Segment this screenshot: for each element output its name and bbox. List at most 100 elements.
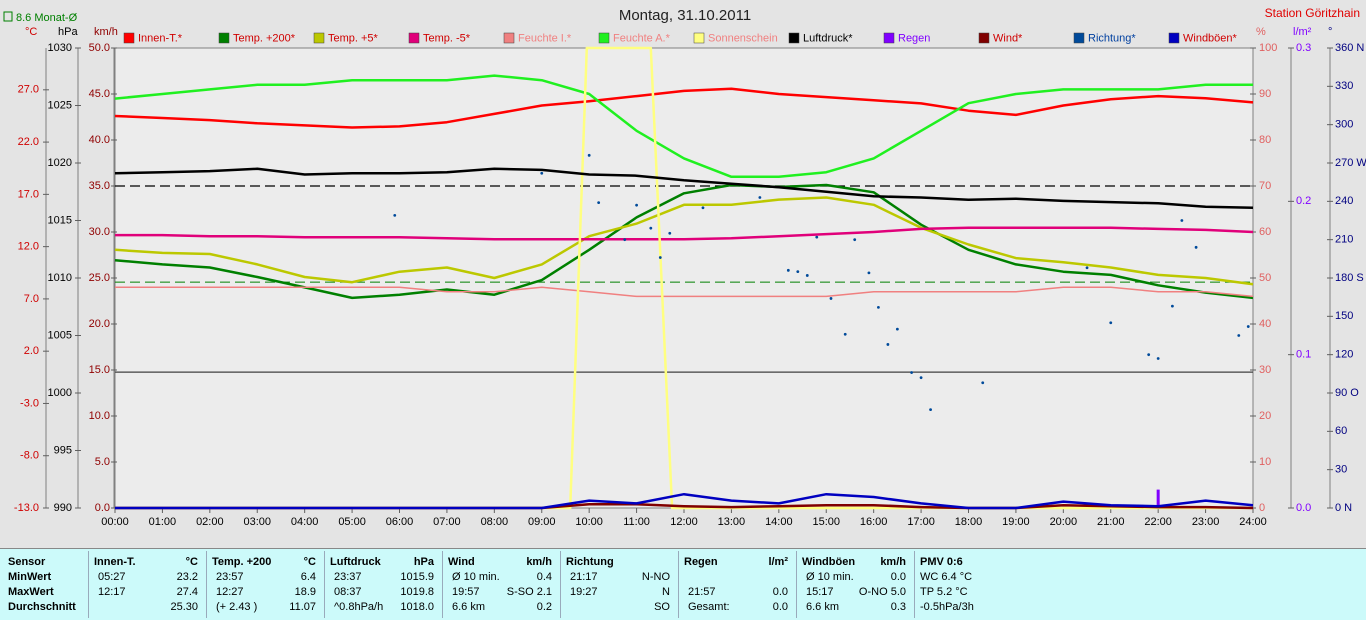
section-header: km/h xyxy=(526,556,552,568)
separator xyxy=(796,551,797,618)
y-tick-label: 210 xyxy=(1335,234,1353,246)
station-name: Station Göritzhain xyxy=(1265,6,1360,20)
direction-point xyxy=(867,271,871,275)
stat-cell: 12:27 xyxy=(216,586,244,598)
x-tick-label: 18:00 xyxy=(955,516,983,528)
x-tick-label: 13:00 xyxy=(718,516,746,528)
stats-table: Sensor MinWert MaxWert Durchschnitt Innen-T.… xyxy=(0,548,1366,620)
y-tick-label: 10.0 xyxy=(89,410,110,422)
y-tick-label: 20.0 xyxy=(89,318,110,330)
y-tick-label: -13.0 xyxy=(14,502,39,514)
y-tick-label: 180 S xyxy=(1335,272,1364,284)
month-average-icon xyxy=(3,11,13,22)
direction-point xyxy=(815,235,819,239)
stat-cell: Ø 10 min. xyxy=(452,571,500,583)
stat-cell: 1019.8 xyxy=(400,586,434,598)
stat-cell: 19:57 xyxy=(452,586,480,598)
y-tick-label: 30 xyxy=(1335,464,1347,476)
direction-point xyxy=(1109,321,1113,325)
x-tick-label: 01:00 xyxy=(149,516,177,528)
y-tick-label: 300 xyxy=(1335,119,1353,131)
section-header: Innen-T. xyxy=(94,556,136,568)
stat-cell: ^0.8hPa/h xyxy=(334,601,384,613)
series-line xyxy=(115,492,1254,510)
plot-area xyxy=(114,47,1254,509)
y-tick-label: 60 xyxy=(1335,425,1347,437)
section-header: l/m² xyxy=(768,556,788,568)
legend-label: Wind* xyxy=(993,32,1023,44)
legend-label: Regen xyxy=(898,32,930,44)
axis-unit: % xyxy=(1256,26,1266,38)
stat-cell: 21:57 xyxy=(688,586,716,598)
direction-point xyxy=(623,238,627,242)
legend-label: Sonnenschein xyxy=(708,32,778,44)
series-line xyxy=(114,196,1254,286)
y-tick-label: 20 xyxy=(1259,410,1271,422)
y-tick-label: 35.0 xyxy=(89,180,110,192)
x-tick-label: 22:00 xyxy=(1144,516,1172,528)
direction-point xyxy=(843,332,847,336)
y-tick-label: 360 N xyxy=(1335,42,1364,54)
y-tick-label: 40 xyxy=(1259,318,1271,330)
legend-swatch xyxy=(1168,32,1180,44)
separator xyxy=(324,551,325,618)
direction-point xyxy=(1170,304,1174,308)
legend-label: Feuchte I.* xyxy=(518,32,572,44)
row-label: MaxWert xyxy=(8,586,54,598)
separator xyxy=(914,551,915,618)
y-tick-label: 0 N xyxy=(1335,502,1352,514)
chart-title: Montag, 31.10.2011 xyxy=(619,7,751,24)
month-average-label: 8.6 Monat-Ø xyxy=(16,12,78,24)
series-line xyxy=(114,74,1253,179)
y-tick-label: 100 xyxy=(1259,42,1277,54)
direction-point xyxy=(393,213,397,217)
direction-point xyxy=(1156,357,1160,360)
y-tick-label: 50 xyxy=(1259,272,1271,284)
direction-point xyxy=(805,274,809,277)
series-line xyxy=(114,87,1254,129)
stat-cell: 0.3 xyxy=(890,601,906,613)
stat-cell: -0.5hPa/3h xyxy=(920,601,974,613)
stat-cell: 1018.0 xyxy=(400,601,434,613)
stat-cell: (+ 2.43 ) xyxy=(216,601,258,613)
chart: Montag, 31.10.2011 Station Göritzhain 8.… xyxy=(3,6,1366,528)
stat-cell: Gesamt: xyxy=(688,601,730,613)
direction-point xyxy=(853,238,857,242)
x-tick-label: 17:00 xyxy=(907,516,935,528)
section-header: km/h xyxy=(880,556,906,568)
x-tick-label: 10:00 xyxy=(575,516,603,528)
y-tick-label: -8.0 xyxy=(20,450,39,462)
x-tick-label: 08:00 xyxy=(481,516,509,528)
stat-cell: 0.0 xyxy=(890,571,906,583)
y-tick-label: 70 xyxy=(1259,180,1271,192)
direction-point xyxy=(981,381,985,385)
y-tick-label: 30 xyxy=(1259,364,1271,376)
stat-cell: 0.0 xyxy=(772,601,788,613)
x-tick-label: 09:00 xyxy=(528,516,556,528)
legend-label: Luftdruck* xyxy=(803,32,853,44)
section-header: hPa xyxy=(413,556,434,568)
section-header: °C xyxy=(303,556,316,568)
legend-swatch xyxy=(218,32,230,44)
direction-point xyxy=(540,171,544,175)
x-tick-label: 20:00 xyxy=(1050,516,1078,528)
y-tick-label: 50.0 xyxy=(89,42,110,54)
axis-unit: hPa xyxy=(58,26,78,38)
y-tick-label: 5.0 xyxy=(95,456,110,468)
stat-cell: 18.9 xyxy=(294,586,316,598)
section-header: PMV 0:6 xyxy=(920,556,963,568)
direction-point xyxy=(668,231,672,235)
legend-label: Richtung* xyxy=(1088,32,1136,44)
y-tick-label: 7.0 xyxy=(24,293,39,305)
y-tick-label: 1025 xyxy=(48,99,72,111)
direction-point xyxy=(910,371,913,374)
y-tick-label: 25.0 xyxy=(89,272,110,284)
direction-point xyxy=(1194,245,1198,249)
legend-swatch xyxy=(598,32,610,44)
direction-point xyxy=(635,203,638,207)
direction-point xyxy=(886,343,890,346)
direction-point xyxy=(1147,353,1151,357)
stat-cell: 0.0 xyxy=(772,586,788,598)
stat-cell: 0.4 xyxy=(536,571,552,583)
